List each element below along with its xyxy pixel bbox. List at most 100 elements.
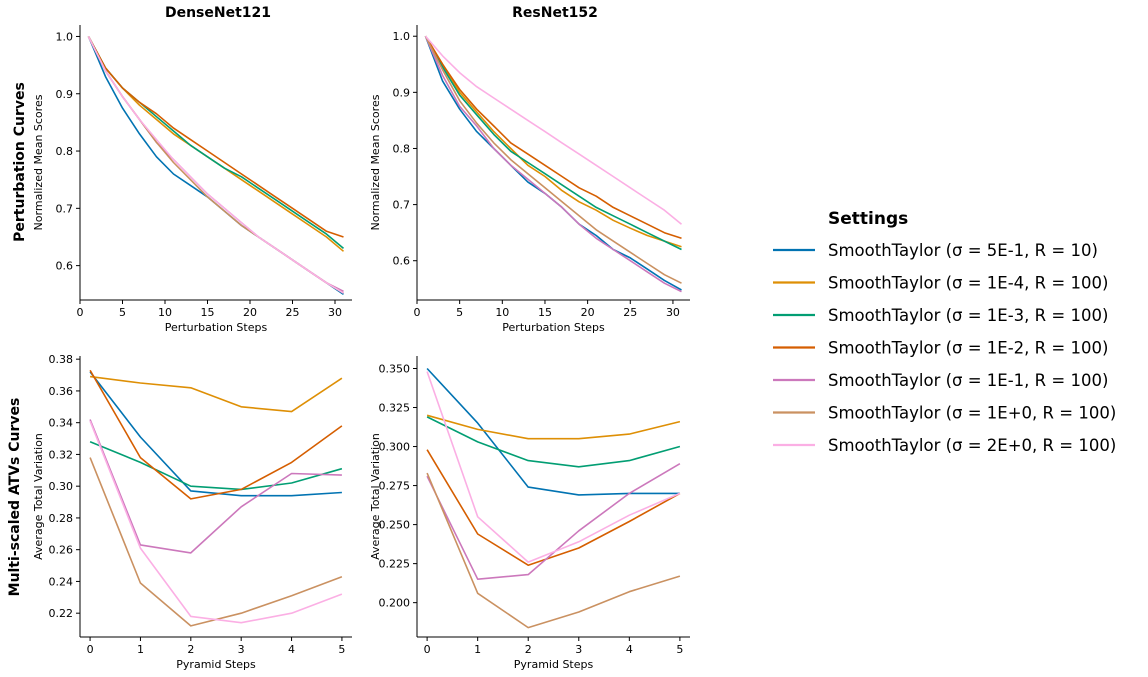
legend-item: SmoothTaylor (σ = 1E-2, R = 100)	[773, 339, 1108, 358]
series-line-1	[424, 35, 682, 291]
subplot-1: 0 5 10 15 20 25 30 0.6 0.7 0.8 0.9 1.0 Perturbation …	[32, 25, 352, 334]
y-tick-label: 0.7	[56, 202, 74, 215]
x-tick-label: 1	[137, 643, 144, 656]
x-tick-label: 3	[238, 643, 245, 656]
x-tick-label: 15	[538, 306, 552, 319]
series-line-5	[87, 36, 344, 293]
y-tick-label: 0.250	[379, 519, 411, 532]
legend-item: SmoothTaylor (σ = 1E+0, R = 100)	[773, 404, 1116, 423]
y-tick-label: 0.200	[379, 597, 411, 610]
x-tick-label: 10	[158, 306, 172, 319]
series-line-7	[89, 420, 343, 624]
series-line-7	[424, 35, 683, 225]
subplot-4: 0 1 2 3 4 5 0.200 0.225 0.250 0.275 0.300 0.325 0.35…	[369, 356, 690, 671]
x-tick-label: 10	[495, 306, 509, 319]
subplot-3: 0 1 2 3 4 5 0.22 0.24 0.26 0.28 0.30 0.32 0.34 0.36 0.…	[32, 353, 352, 671]
y-tick-label: 0.9	[56, 88, 74, 101]
y-tick-label: 0.325	[379, 402, 411, 415]
y-tick-label: 0.350	[379, 362, 411, 375]
legend-label: SmoothTaylor (σ = 1E+0, R = 100)	[828, 404, 1116, 423]
series-line-2	[426, 414, 681, 440]
legend-label: SmoothTaylor (σ = 2E+0, R = 100)	[828, 436, 1116, 455]
y-tick-label: 1.0	[56, 30, 74, 43]
col-title-densenet121: DenseNet121	[165, 5, 271, 21]
row-label-perturbation: Perturbation Curves	[12, 82, 28, 242]
legend-item: SmoothTaylor (σ = 1E-4, R = 100)	[773, 274, 1108, 293]
x-tick-label: 5	[456, 306, 463, 319]
col-title-resnet152: ResNet152	[512, 5, 598, 21]
x-tick-label: 20	[243, 306, 257, 319]
y-tick-label: 0.300	[379, 441, 411, 454]
y-tick-label: 0.6	[393, 255, 411, 268]
series-line-2	[424, 35, 682, 248]
series-line-6	[426, 472, 681, 629]
x-tick-label: 0	[87, 643, 94, 656]
x-tick-label: 25	[623, 306, 637, 319]
row-label-atvs: Multi-scaled ATVs Curves	[7, 398, 23, 597]
x-axis-label: Pyramid Steps	[514, 658, 594, 671]
legend-label: SmoothTaylor (σ = 1E-4, R = 100)	[828, 274, 1108, 293]
series-line-4	[424, 35, 682, 240]
x-tick-label: 0	[77, 306, 84, 319]
y-axis-label: Normalized Mean Scores	[32, 94, 45, 230]
y-tick-label: 0.32	[49, 448, 74, 461]
legend-title: Settings	[828, 209, 908, 229]
legend-item: SmoothTaylor (σ = 5E-1, R = 10)	[773, 241, 1098, 260]
series-line-4	[426, 449, 681, 567]
legend-label: SmoothTaylor (σ = 1E-3, R = 100)	[828, 306, 1108, 325]
y-tick-label: 0.38	[49, 353, 74, 366]
y-tick-label: 0.8	[393, 142, 411, 155]
x-tick-label: 2	[187, 643, 194, 656]
series-line-1	[89, 371, 342, 497]
y-tick-label: 0.30	[49, 480, 74, 493]
legend-item: SmoothTaylor (σ = 2E+0, R = 100)	[773, 436, 1116, 455]
x-tick-label: 2	[525, 643, 532, 656]
x-tick-label: 30	[666, 306, 680, 319]
x-tick-label: 4	[626, 643, 633, 656]
series-line-3	[424, 35, 682, 251]
y-tick-label: 0.225	[379, 558, 411, 571]
series-line-1	[426, 367, 680, 496]
x-tick-label: 3	[575, 643, 582, 656]
subplot-2: 0 5 10 15 20 25 30 0.6 0.7 0.8 0.9 1.0 Perturbation …	[369, 25, 690, 334]
x-axis-label: Perturbation Steps	[165, 321, 268, 334]
x-tick-label: 5	[338, 643, 345, 656]
series-line-7	[426, 371, 681, 563]
legend-item: SmoothTaylor (σ = 1E-1, R = 100)	[773, 371, 1108, 390]
series-line-2	[89, 375, 343, 413]
series-line-7	[87, 36, 344, 294]
x-axis-label: Perturbation Steps	[502, 321, 605, 334]
legend-label: SmoothTaylor (σ = 1E-1, R = 100)	[828, 371, 1108, 390]
x-tick-label: 0	[414, 306, 421, 319]
y-tick-label: 0.6	[56, 260, 74, 273]
series-line-5	[89, 419, 342, 554]
series-line-5	[424, 35, 682, 293]
x-tick-label: 30	[328, 306, 342, 319]
series-line-6	[87, 36, 344, 294]
y-axis-label: Average Total Variation	[369, 433, 382, 560]
legend: Settings SmoothTaylor (σ = 5E-1, R = 10)…	[773, 209, 1116, 455]
y-tick-label: 0.26	[49, 544, 74, 557]
series-line-4	[89, 369, 343, 500]
y-tick-label: 0.22	[49, 607, 74, 620]
y-tick-label: 0.36	[49, 385, 74, 398]
legend-label: SmoothTaylor (σ = 1E-2, R = 100)	[828, 339, 1108, 358]
series-line-3	[426, 416, 681, 468]
y-axis-label: Average Total Variation	[32, 433, 45, 560]
series-line-1	[87, 36, 344, 295]
x-axis-label: Pyramid Steps	[176, 658, 256, 671]
x-tick-label: 4	[288, 643, 295, 656]
x-tick-label: 15	[201, 306, 215, 319]
y-tick-label: 0.34	[49, 417, 74, 430]
x-tick-label: 0	[424, 643, 431, 656]
x-tick-label: 5	[676, 643, 683, 656]
series-line-6	[89, 457, 343, 627]
y-tick-label: 0.24	[49, 575, 74, 588]
y-tick-label: 1.0	[393, 30, 411, 43]
y-tick-label: 0.28	[49, 512, 74, 525]
x-tick-label: 20	[581, 306, 595, 319]
legend-label: SmoothTaylor (σ = 5E-1, R = 10)	[828, 241, 1098, 260]
y-tick-label: 0.7	[393, 199, 411, 212]
y-tick-label: 0.8	[56, 145, 74, 158]
